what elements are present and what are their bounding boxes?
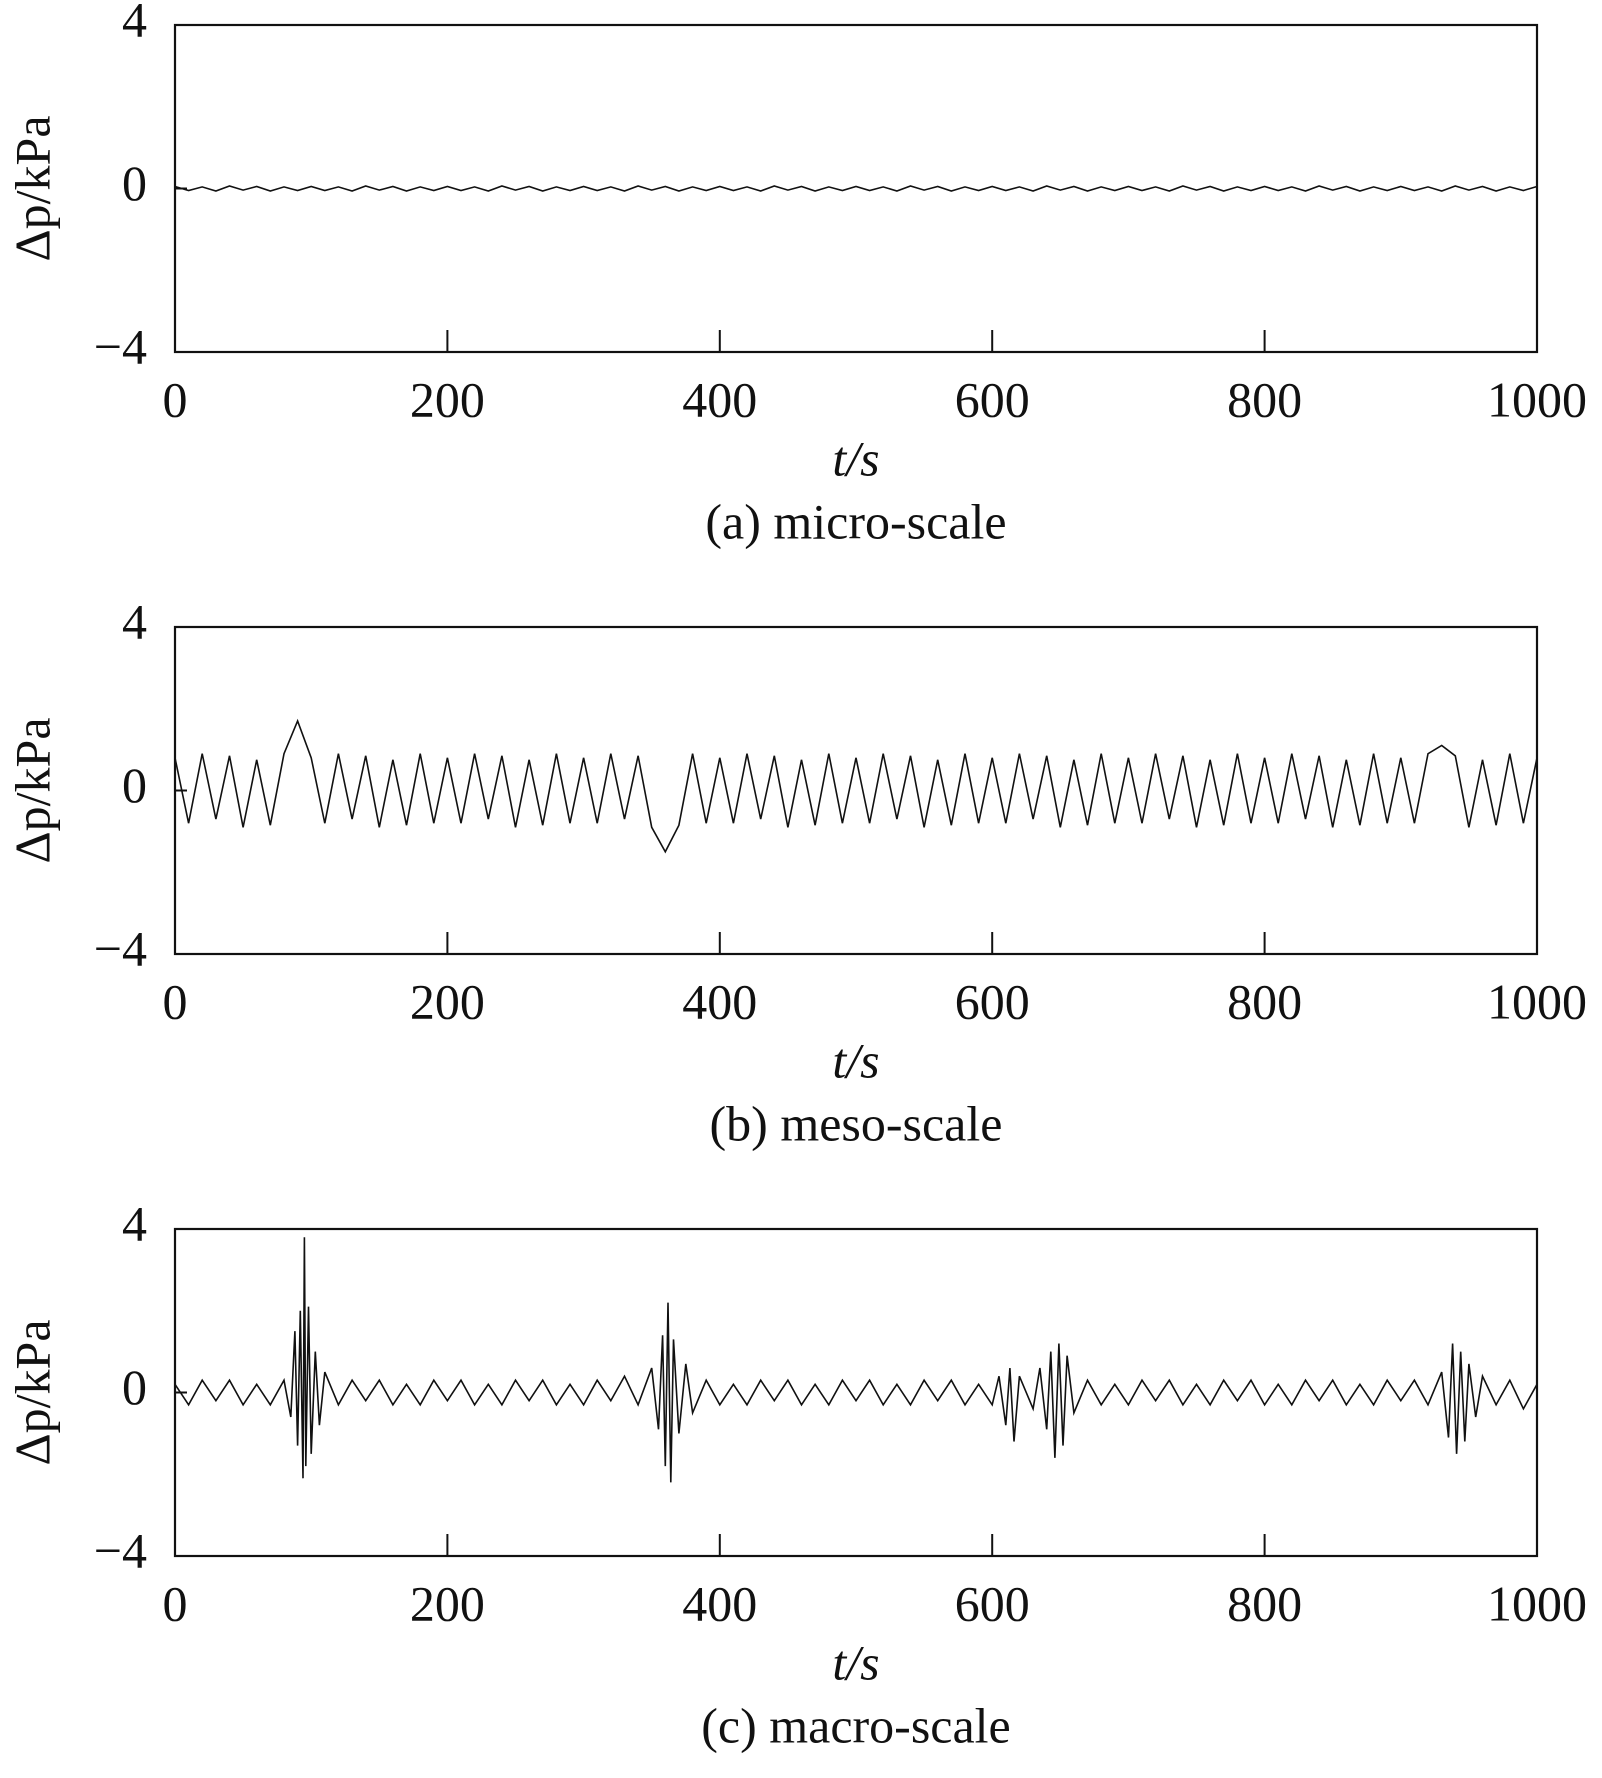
x-axis-label: t/s [832, 430, 879, 486]
x-tick-label: 600 [955, 371, 1030, 427]
panel-caption: (b) meso-scale [710, 1095, 1003, 1151]
x-tick-label: 200 [410, 371, 485, 427]
x-axis-label: t/s [832, 1032, 879, 1088]
x-tick-label: 600 [955, 1575, 1030, 1631]
x-tick-label: 1000 [1487, 371, 1587, 427]
y-tick-label: −4 [94, 1522, 147, 1578]
y-tick-label: −4 [94, 318, 147, 374]
x-tick-label: 0 [163, 973, 188, 1029]
x-tick-label: 200 [410, 1575, 485, 1631]
y-tick-label: 0 [122, 155, 147, 211]
x-tick-label: 400 [682, 973, 757, 1029]
x-tick-label: 1000 [1487, 1575, 1587, 1631]
y-tick-label: 0 [122, 1359, 147, 1415]
x-axis-label: t/s [832, 1634, 879, 1690]
panel-caption: (a) micro-scale [705, 493, 1006, 549]
signal-line [174, 185, 1538, 192]
y-axis-label: Δp/kPa [4, 717, 60, 863]
x-tick-label: 400 [682, 1575, 757, 1631]
plot-frame [173, 625, 1539, 956]
y-tick-label: 0 [122, 757, 147, 813]
x-tick-label: 800 [1227, 371, 1302, 427]
y-axis-label: Δp/kPa [4, 1319, 60, 1465]
x-tick-label: 800 [1227, 1575, 1302, 1631]
x-tick-label: 1000 [1487, 973, 1587, 1029]
x-tick-label: 400 [682, 371, 757, 427]
x-tick-label: 200 [410, 973, 485, 1029]
x-tick-label: 0 [163, 1575, 188, 1631]
x-tick-label: 800 [1227, 973, 1302, 1029]
y-tick-label: −4 [94, 920, 147, 976]
plot-frame [173, 23, 1539, 354]
signal-line [174, 718, 1538, 854]
x-tick-label: 0 [163, 371, 188, 427]
y-tick-label: 4 [122, 0, 147, 47]
signal-line [174, 1237, 1538, 1483]
y-tick-label: 4 [122, 593, 147, 649]
plot-frame [173, 1227, 1539, 1558]
y-axis-label: Δp/kPa [4, 115, 60, 261]
x-tick-label: 600 [955, 973, 1030, 1029]
panel-caption: (c) macro-scale [701, 1697, 1011, 1753]
y-tick-label: 4 [122, 1195, 147, 1251]
